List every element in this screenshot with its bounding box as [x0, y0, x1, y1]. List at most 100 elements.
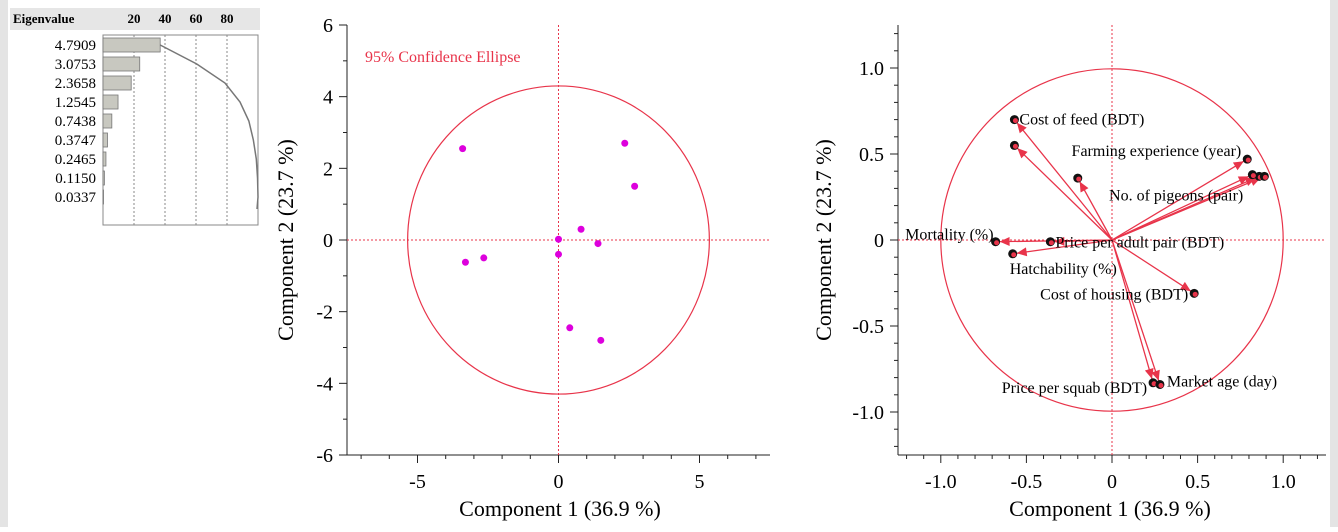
loading-x-tick-label: 0.5	[1185, 471, 1210, 493]
loading-x-tick-label: 1.0	[1271, 471, 1296, 493]
loading-y-tick-label: 0	[874, 230, 884, 252]
score-y-tick-label: -4	[316, 373, 333, 395]
loading-point-highlight	[1048, 240, 1054, 246]
loading-arrow	[1111, 175, 1250, 241]
loading-arrow	[1111, 177, 1261, 241]
loading-point-highlight	[1158, 382, 1164, 388]
eigenvalue-label: 0.3747	[55, 133, 97, 149]
score-point	[577, 225, 585, 233]
confidence-ellipse	[407, 85, 710, 395]
loading-x-tick-label: -1.0	[925, 471, 957, 493]
loading-label: Mortality (%)	[905, 227, 993, 244]
loading-arrowhead	[1144, 368, 1154, 379]
loading-label: Market age (day)	[1167, 373, 1277, 390]
cumulative-percent-curve	[159, 44, 259, 210]
loading-arrow	[1079, 181, 1113, 241]
eigenvalue-label: 0.2465	[55, 152, 96, 168]
score-point	[594, 240, 602, 248]
loading-arrow	[1016, 239, 1113, 254]
score-point	[566, 324, 574, 332]
loading-y-tick-label: -1.0	[852, 402, 884, 424]
score-point	[459, 145, 467, 153]
loading-point-highlight	[994, 240, 1000, 246]
score-point	[555, 235, 562, 243]
score-y-tick-label: -2	[316, 302, 333, 324]
score-y-tick-label: -6	[316, 445, 333, 467]
eigenvalue-bar	[102, 189, 104, 205]
loading-arrowhead	[1237, 176, 1249, 185]
loading-label: Farming experience (year)	[1072, 143, 1242, 160]
eigen-scale-tick: 80	[221, 11, 234, 26]
ellipse-label: 95% Confidence Ellipse	[365, 49, 521, 66]
loading-arrow	[1016, 122, 1113, 241]
eigen-header: Eigenvalue	[13, 11, 75, 26]
score-point	[480, 254, 488, 262]
eigenvalue-bar	[102, 56, 141, 72]
eigen-header-band	[10, 8, 260, 30]
loading-label: No. of pigeons (pair)	[1109, 187, 1243, 204]
eigen-scale-tick: 40	[159, 11, 172, 26]
loading-point-highlight	[1262, 174, 1268, 180]
loading-arrowhead	[1016, 247, 1028, 257]
left-border	[0, 0, 8, 527]
loading-x-tick-label: -0.5	[1011, 471, 1043, 493]
score-y-tick-label: 0	[323, 230, 333, 252]
eigenvalue-panel: Eigenvalue 20 40 60 80 4.7909 3.0753 2.3658 1.…	[10, 8, 260, 226]
eigenvalue-label: 0.1150	[55, 171, 96, 187]
loading-y-tick-label: 0.5	[859, 144, 884, 166]
loading-point-highlight	[1192, 291, 1198, 297]
loading-arrow	[1111, 239, 1192, 292]
loading-arrow	[1111, 160, 1245, 241]
eigenvalue-bar	[102, 132, 108, 148]
loading-y-tick-label: 1.0	[859, 58, 884, 80]
score-point	[555, 250, 562, 258]
loading-point-highlight	[1151, 381, 1157, 387]
loading-arrowhead	[999, 237, 1010, 247]
loading-x-label: Component 1 (36.9 %)	[1009, 496, 1211, 521]
right-border	[1330, 0, 1338, 527]
score-point	[597, 336, 605, 344]
loading-label: Cost of housing (BDT)	[1040, 286, 1188, 303]
eigenvalue-bar	[102, 170, 105, 186]
loading-point-highlight	[1245, 157, 1251, 163]
score-y-tick-label: 4	[323, 87, 333, 109]
loading-point-highlight	[1012, 118, 1018, 124]
correlation-circle	[940, 68, 1284, 412]
eigenvalue-label: 0.7438	[55, 114, 96, 130]
score-x-tick-label: -5	[409, 471, 426, 493]
score-y-label: Component 2 (23.7 %)	[273, 139, 298, 341]
score-plot: 6 4 2 0 -2 -4 -6 -5 0 5 Component 1 (36.9 %) Com…	[273, 15, 770, 521]
loading-label: Hatchability (%)	[1010, 261, 1117, 278]
loading-arrowhead	[1079, 181, 1089, 193]
score-point	[461, 258, 469, 266]
loading-arrowhead	[1232, 161, 1244, 171]
eigenvalue-bar	[102, 37, 161, 53]
eigenvalue-bar	[102, 75, 132, 91]
loading-label: Cost of feed (BDT)	[1019, 112, 1144, 129]
loading-point-highlight	[1011, 252, 1017, 258]
eigenvalue-bar	[102, 94, 119, 110]
eigenvalue-bar	[102, 151, 107, 167]
score-point	[621, 139, 629, 147]
score-x-tick-label: 5	[695, 471, 705, 493]
score-point	[631, 182, 639, 190]
loading-y-label: Component 2 (23.7 %)	[811, 139, 836, 341]
score-x-label: Component 1 (36.9 %)	[459, 496, 661, 521]
eigenvalue-label: 3.0753	[55, 57, 96, 73]
eigen-scale-tick: 60	[190, 11, 203, 26]
loading-point-highlight	[1250, 173, 1256, 179]
score-y-tick-label: 6	[323, 15, 333, 37]
loading-plot: 1.0 0.5 0 -0.5 -1.0 -1.0 -0.5 0 0.5 1.0 Componen…	[811, 25, 1326, 521]
eigenvalue-bar	[102, 113, 113, 129]
loading-point-highlight	[1076, 176, 1082, 182]
score-x-tick-label: 0	[554, 471, 564, 493]
loading-arrow	[1016, 147, 1113, 241]
loading-y-tick-label: -0.5	[852, 316, 884, 338]
score-y-tick-label: 2	[323, 158, 333, 180]
loading-arrowhead	[1016, 122, 1027, 134]
eigenvalue-label: 1.2545	[55, 95, 96, 111]
eigenvalue-label: 2.3658	[55, 76, 96, 92]
loading-label: Price per squab (BDT)	[1002, 380, 1147, 397]
